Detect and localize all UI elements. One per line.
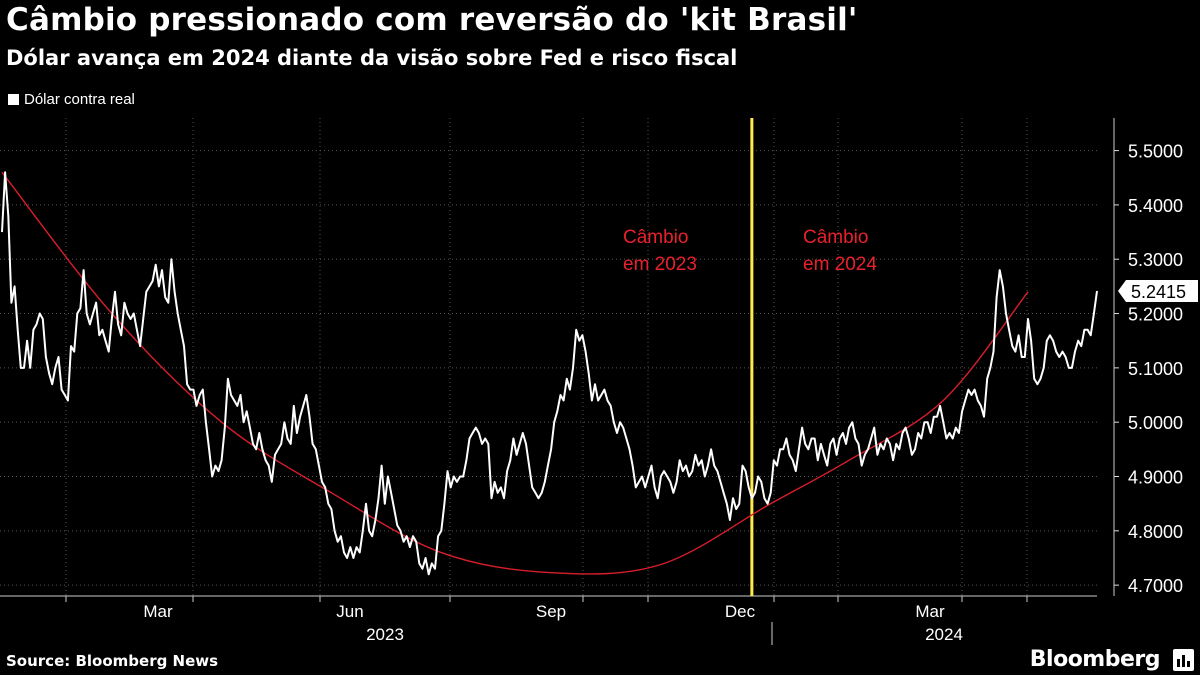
annotation-line: em 2023 [623,254,697,275]
y-tick-label: 4.8000 [1128,522,1183,542]
x-tick-label: Jun [336,602,363,621]
annotation-cambio-2024: Câmbio em 2024 [803,227,877,275]
year-label: 2024 [925,625,963,644]
y-tick-label: 5.4000 [1128,196,1183,216]
annotation-line: Câmbio [623,227,688,248]
y-tick-label: 5.3000 [1128,250,1183,270]
x-tick-label: Mar [915,602,945,621]
last-value-badge: 5.2415 [1118,280,1198,303]
legend-label: Dólar contra real [24,91,135,108]
y-tick-label: 4.7000 [1128,576,1183,596]
y-tick-label: 4.9000 [1128,468,1183,488]
chart-title: Câmbio pressionado com reversão do 'kit … [6,2,858,38]
x-tick-label: Dec [725,602,756,621]
year-label: 2023 [366,625,404,644]
x-tick-label: Mar [143,602,173,621]
y-tick-label: 5.5000 [1128,142,1183,162]
source-note: Source: Bloomberg News [6,652,219,670]
annotation-cambio-2023: Câmbio em 2023 [623,227,697,275]
annotation-line: em 2024 [803,254,877,275]
last-value-box [1118,280,1198,303]
bloomberg-logo-text: Bloomberg [1029,647,1161,672]
last-value-label: 5.2415 [1131,282,1186,302]
legend: Dólar contra real [8,91,135,108]
bloomberg-bars-icon [1173,649,1194,671]
y-tick-label: 5.1000 [1128,359,1183,379]
y-tick-label: 5.0000 [1128,413,1183,433]
annotation-line: Câmbio [803,227,868,248]
legend-swatch [8,94,19,105]
chart-subtitle: Dólar avança em 2024 diante da visão sob… [6,46,738,70]
x-tick-label: Sep [536,602,566,621]
y-tick-label: 5.2000 [1128,305,1183,325]
series-line-dolar-real [1,171,1098,576]
trend-curve [1,171,1029,575]
